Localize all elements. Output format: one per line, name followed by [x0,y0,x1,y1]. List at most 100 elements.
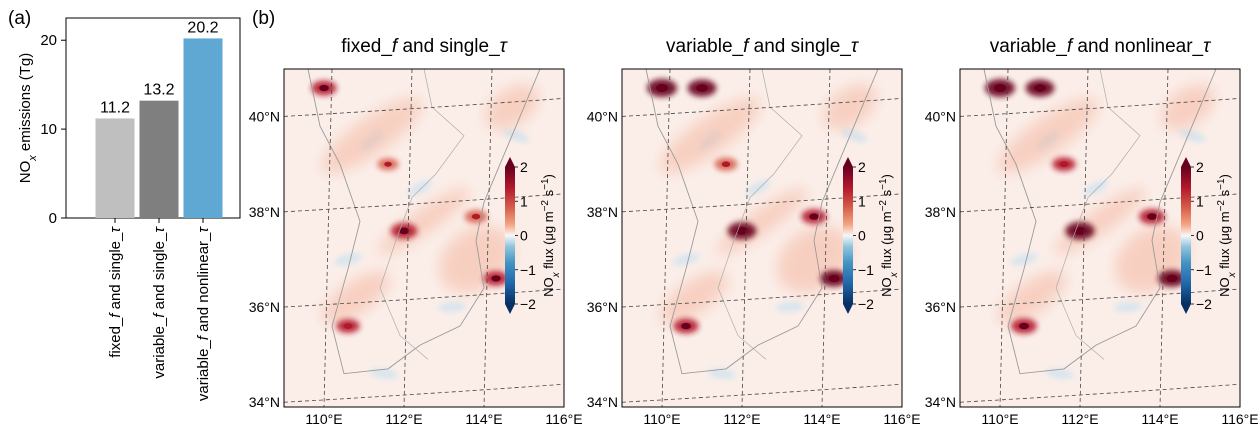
flux-swath [321,271,391,324]
map-field [960,69,1240,407]
maps: fixed_f and single_τ 40°N 38°N 36°N 34°N 110°… [249,36,1258,424]
parallel-gridline [960,288,1240,308]
colorbar-tick-label: 2 [1196,159,1204,175]
negative-flux-region [502,128,530,143]
colorbar-extend-top [843,157,853,167]
map-panel: variable_f and single_τ 40°N 38°N 36°N 34°N 1… [587,36,921,424]
colorbar-extend-bottom [843,304,853,314]
meridian-gridline [1079,69,1089,407]
colorbar-tick-label: 2 [858,159,866,175]
lon-tick-label: 112°E [385,411,422,424]
meridian-gridline [483,69,493,407]
meridian-gridline [403,69,413,407]
parallel-gridline [622,193,902,213]
bar-x-labels: fixed_f and single_τ variable_f and singl… [107,218,212,401]
lon-tick-label: 110°E [305,411,342,424]
province-boundary [983,69,1217,375]
parallel-gridline [960,98,1240,117]
province-boundary [717,69,803,360]
flux-swath [823,84,877,130]
colorbar-tick-label: −1 [1196,262,1212,278]
parallel-gridline [622,383,902,403]
province-boundary [379,69,465,360]
parallel-gridline [960,383,1240,403]
lat-tick-label: 38°N [925,204,956,220]
lat-tick-label: 34°N [925,394,956,410]
flux-hotspot-core [343,323,353,329]
flux-hotspot-core [384,161,392,167]
flux-hotspot-core [696,84,708,92]
colorbar-tick-label: −2 [1196,296,1212,312]
map-title: variable_f and single_τ [666,36,860,57]
bar [95,118,135,218]
parallel-gridline [284,383,564,403]
lat-tick-label: 36°N [587,299,618,315]
colorbar-tick-label: 2 [520,159,528,175]
colorbar-extend-top [1181,157,1191,167]
lon-tick-label: 112°E [723,411,760,424]
lon-tick-label: 110°E [643,411,680,424]
flux-swath [659,271,729,324]
meridian-gridline [1159,69,1169,407]
bar-y-tick-label: 10 [40,121,57,138]
lat-tick-label: 38°N [249,204,280,220]
bar-value-label: 13.2 [143,82,174,99]
negative-flux-region [370,368,398,379]
flux-swath [659,98,761,174]
bar-category-label: fixed_f and single_τ [107,226,124,358]
parallel-gridline [622,288,902,308]
map-frame [283,68,565,408]
map-title: fixed_f and single_τ [341,36,508,57]
negative-flux-region [1114,301,1142,313]
flux-hotspot-core [1059,161,1069,168]
lon-tick-label: 110°E [981,411,1018,424]
lat-tick-label: 38°N [587,204,618,220]
parallel-gridline [284,288,564,308]
bar-value-label: 11.2 [100,99,130,116]
negative-flux-region [672,253,700,266]
flux-hotspot-core [721,161,731,168]
map-frame [959,68,1241,408]
map-panel: variable_f and nonlinear_τ 40°N 38°N 36°N 34… [925,36,1258,424]
flux-hotspot-core [398,227,410,235]
lon-tick-label: 114°E [465,411,502,424]
colorbar [1181,167,1191,304]
lat-tick-label: 34°N [249,394,280,410]
flux-swath [485,84,539,130]
bar-value-label: 20.2 [187,19,218,36]
flux-hotspot-core [1166,274,1178,283]
colorbar-tick-label: −2 [520,296,536,312]
lat-tick-label: 34°N [587,394,618,410]
colorbar [843,167,853,304]
colorbar [505,167,515,304]
flux-hotspot-core [491,275,501,282]
flux-swath [997,271,1067,324]
colorbar-tick-label: −1 [520,262,536,278]
bar-y-tick-label: 0 [49,210,57,227]
bar [139,100,179,218]
negative-flux-region [438,301,466,313]
bar-category-label: variable_f and nonlinear_τ [195,226,212,401]
map-field [284,69,564,407]
flux-swath [1161,84,1215,130]
map-frame [621,68,903,408]
negative-flux-region [1010,253,1038,266]
colorbar-tick-label: −2 [858,296,874,312]
lat-tick-label: 40°N [925,109,956,125]
lon-tick-label: 116°E [545,411,582,424]
lon-tick-label: 116°E [883,411,920,424]
colorbar-tick-label: 1 [858,193,866,209]
lon-tick-label: 114°E [1141,411,1178,424]
lon-tick-label: 114°E [803,411,840,424]
panel-b-label: (b) [252,8,275,29]
colorbar-extend-bottom [505,304,515,314]
map-field [622,69,902,407]
negative-flux-region [840,128,868,143]
bar-category-label: variable_f and single_τ [151,226,168,379]
negative-flux-region [1083,180,1109,196]
flux-swath [997,98,1099,174]
flux-hotspot-core [994,84,1006,93]
meridian-gridline [323,69,333,407]
flux-hotspot-core [736,227,748,235]
